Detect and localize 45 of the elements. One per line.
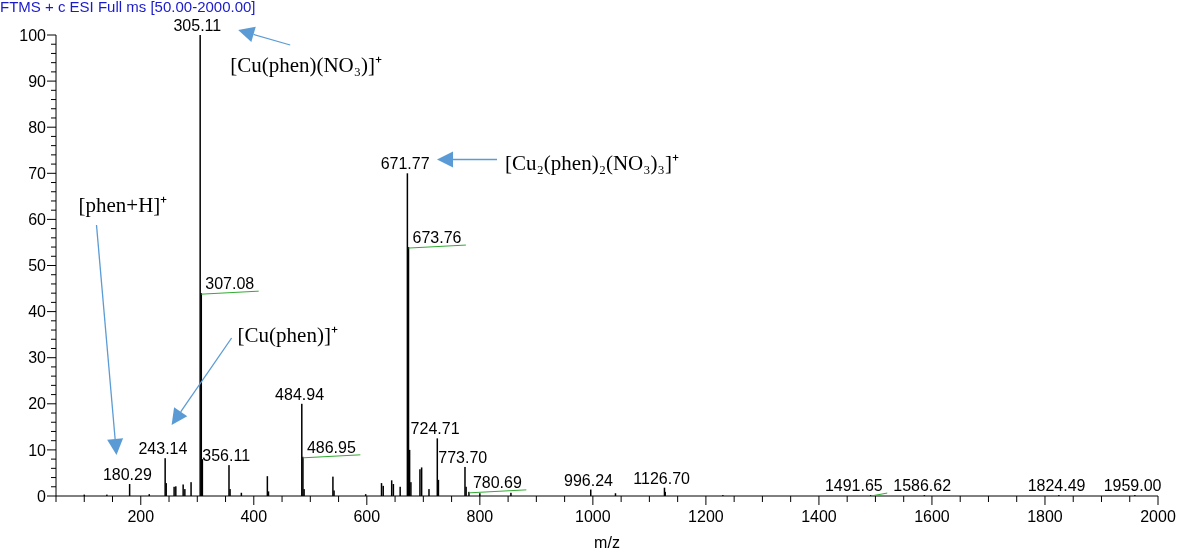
annotation: 243.14	[138, 440, 188, 458]
y-tick-label: 30	[28, 349, 47, 367]
annotation: 307.08	[205, 275, 255, 293]
annotation: [phen+H]⁺	[78, 193, 168, 217]
annotation: 671.77	[380, 155, 430, 173]
y-tick-label: 40	[28, 303, 47, 321]
x-tick-label: 1800	[1027, 508, 1063, 525]
x-tick-label: 600	[353, 508, 381, 525]
x-tick-label: 1400	[801, 508, 837, 525]
annotation: [Cu(phen)]⁺	[237, 323, 338, 347]
annotation: 1491.65	[824, 477, 883, 495]
y-tick-label: 10	[28, 441, 47, 459]
y-tick-label: 60	[28, 211, 47, 228]
annotation: 486.95	[306, 438, 356, 456]
x-tick-label: 1000	[575, 508, 611, 525]
x-tick-label: 1200	[688, 508, 724, 525]
x-tick-label: 200	[127, 508, 155, 525]
annotation: 1959.00	[1103, 477, 1162, 495]
x-tick-label: 800	[466, 508, 494, 525]
chart-title: FTMS + c ESI Full ms [50.00-2000.00]	[0, 0, 256, 15]
annotation: 180.29	[102, 466, 152, 484]
y-tick-label: 80	[28, 118, 47, 136]
annotation: [Cu(phen)(NO₃)]⁺	[230, 53, 383, 77]
y-tick-label: 20	[28, 395, 47, 413]
annotation: [Cu₂(phen)₂(NO₃)₃]⁺	[505, 150, 679, 175]
y-tick-label: 50	[28, 257, 47, 275]
y-tick-label: 0	[37, 487, 47, 505]
x-tick-label: 1600	[914, 508, 950, 525]
annotation: 673.76	[412, 229, 462, 247]
y-tick-label: 90	[28, 72, 47, 90]
y-tick-label: 70	[28, 164, 47, 182]
y-tick-label: 100	[19, 26, 47, 44]
annotation: 1824.49	[1027, 477, 1086, 495]
annotation: 305.11	[173, 17, 222, 34]
annotation: 484.94	[275, 385, 325, 403]
annotation: 724.71	[410, 420, 460, 438]
x-tick-label: 2000	[1140, 508, 1176, 525]
annotation: 773.70	[438, 448, 488, 466]
annotation: 1586.62	[893, 477, 952, 495]
x-axis-title: m/z	[594, 534, 620, 551]
annotation: 1126.70	[633, 469, 691, 487]
annotation: 780.69	[472, 473, 522, 491]
x-tick-label: 400	[240, 508, 268, 525]
annotation: 996.24	[564, 471, 614, 489]
annotation: 356.11	[202, 447, 251, 465]
